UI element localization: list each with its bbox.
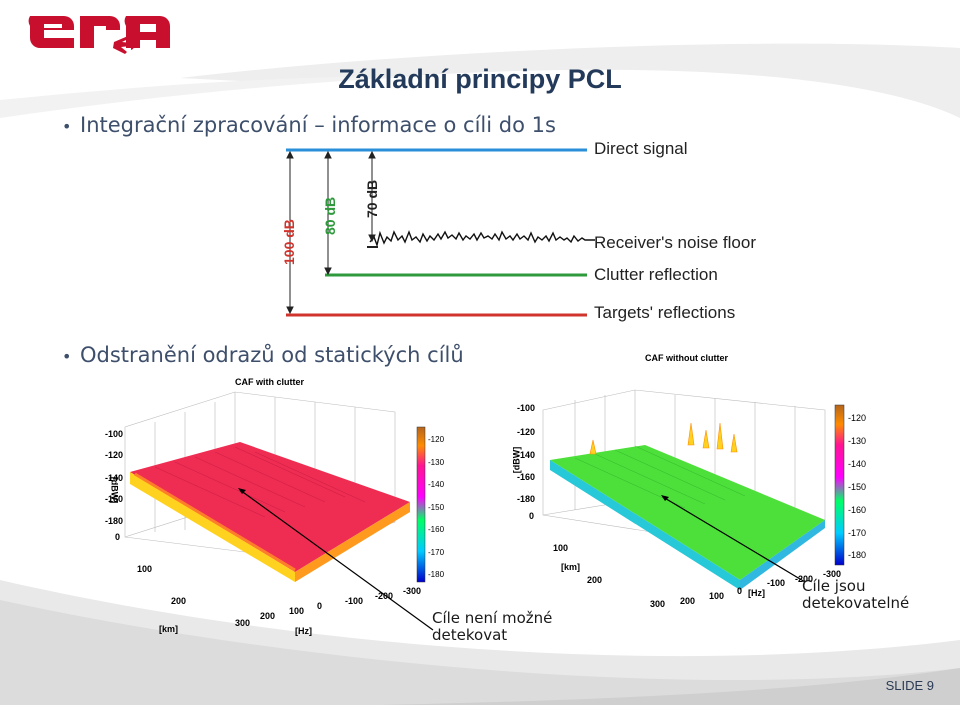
bullet-dot: •	[62, 116, 72, 136]
bullet-clutter-removal: • Odstranění odrazů od statických cílů	[62, 343, 464, 367]
cbar-tick: -140	[848, 459, 867, 469]
slide-number: SLIDE 9	[885, 678, 934, 693]
cbar-tick: -170	[428, 548, 445, 557]
z-tick: -160	[105, 494, 124, 504]
cbar-tick: -160	[848, 505, 867, 515]
hz-tick: -100	[767, 578, 786, 588]
z-tick: -100	[105, 429, 124, 439]
dim-80db: 80 dB	[322, 196, 338, 235]
bullet-dot: •	[62, 346, 72, 366]
caf-left-km-label: [km]	[159, 624, 179, 634]
hz-tick: -300	[823, 569, 842, 579]
note-line: Cíle není možné	[432, 609, 553, 627]
z-tick: -160	[517, 472, 536, 482]
bullet-integration: • Integrační zpracování – informace o cíl…	[62, 113, 556, 137]
cbar-tick: -130	[428, 458, 445, 467]
hz-tick: -200	[375, 591, 394, 601]
km-tick: 300	[235, 618, 251, 628]
dim-70db: 70 dB	[364, 179, 380, 218]
era-logo	[28, 16, 170, 54]
note-targets-detectable: Cíle jsou detekovatelné	[802, 578, 909, 612]
slide-title: Základní principy PCL	[338, 64, 622, 94]
hz-tick: -300	[403, 586, 422, 596]
z-tick: 0	[529, 511, 535, 521]
hz-tick: 100	[709, 591, 725, 601]
cbar-tick: -180	[848, 550, 867, 560]
cbar-tick: -150	[428, 503, 445, 512]
caf-right-title: CAF without clutter	[645, 353, 728, 363]
clutter-reflection-label: Clutter reflection	[594, 265, 718, 284]
bullet-text: Integrační zpracování – informace o cíli…	[80, 113, 556, 137]
hz-tick: 0	[737, 586, 743, 596]
dim-100db: 100 dB	[281, 219, 297, 265]
hz-tick: 200	[260, 611, 276, 621]
caf-right-km-label: [km]	[561, 562, 581, 572]
caf-with-clutter-plot: CAF with clutter [dBW] -100 -120 -140 -1…	[95, 372, 455, 642]
z-tick: -140	[105, 473, 124, 483]
hz-tick: -200	[795, 574, 814, 584]
km-tick: 200	[587, 575, 603, 585]
hz-tick: 100	[289, 606, 305, 616]
cbar-tick: -170	[848, 528, 867, 538]
cbar-tick: -130	[848, 436, 867, 446]
noise-floor-trace	[369, 230, 595, 248]
z-tick: -180	[517, 494, 536, 504]
cbar-tick: -140	[428, 480, 445, 489]
km-tick: 0	[115, 532, 121, 542]
km-tick: 300	[650, 599, 666, 609]
note-targets-not-detectable: Cíle není možné detekovat	[432, 610, 552, 644]
hz-tick: 200	[680, 596, 696, 606]
cbar-tick: -150	[848, 482, 867, 492]
z-tick: -120	[105, 450, 124, 460]
caf-left-hz-label: [Hz]	[295, 626, 312, 636]
direct-signal-label: Direct signal	[594, 139, 688, 158]
km-tick: 100	[137, 564, 153, 574]
note-line: detekovatelné	[802, 594, 910, 612]
bullet-text: Odstranění odrazů od statických cílů	[80, 343, 464, 367]
signal-level-diagram	[286, 148, 595, 317]
km-tick: 200	[171, 596, 187, 606]
hz-tick: -100	[345, 596, 364, 606]
cbar-tick: -180	[428, 570, 445, 579]
note-line: Cíle jsou	[802, 577, 866, 595]
km-tick: 100	[553, 543, 569, 553]
noise-floor-label: Receiver's noise floor	[594, 233, 756, 252]
caf-without-clutter-plot: CAF without clutter [dBW] -100 -120 -140…	[505, 350, 875, 620]
hz-tick: 0	[317, 601, 323, 611]
z-tick: -120	[517, 427, 536, 437]
caf-right-hz-label: [Hz]	[748, 588, 765, 598]
note-line: detekovat	[432, 626, 508, 644]
z-tick: -100	[517, 403, 536, 413]
z-tick: -180	[105, 516, 124, 526]
targets-reflections-label: Targets' reflections	[594, 303, 736, 322]
cbar-tick: -120	[848, 413, 867, 423]
caf-left-title: CAF with clutter	[235, 377, 304, 387]
cbar-tick: -120	[428, 435, 445, 444]
z-tick: -140	[517, 450, 536, 460]
cbar-tick: -160	[428, 525, 445, 534]
